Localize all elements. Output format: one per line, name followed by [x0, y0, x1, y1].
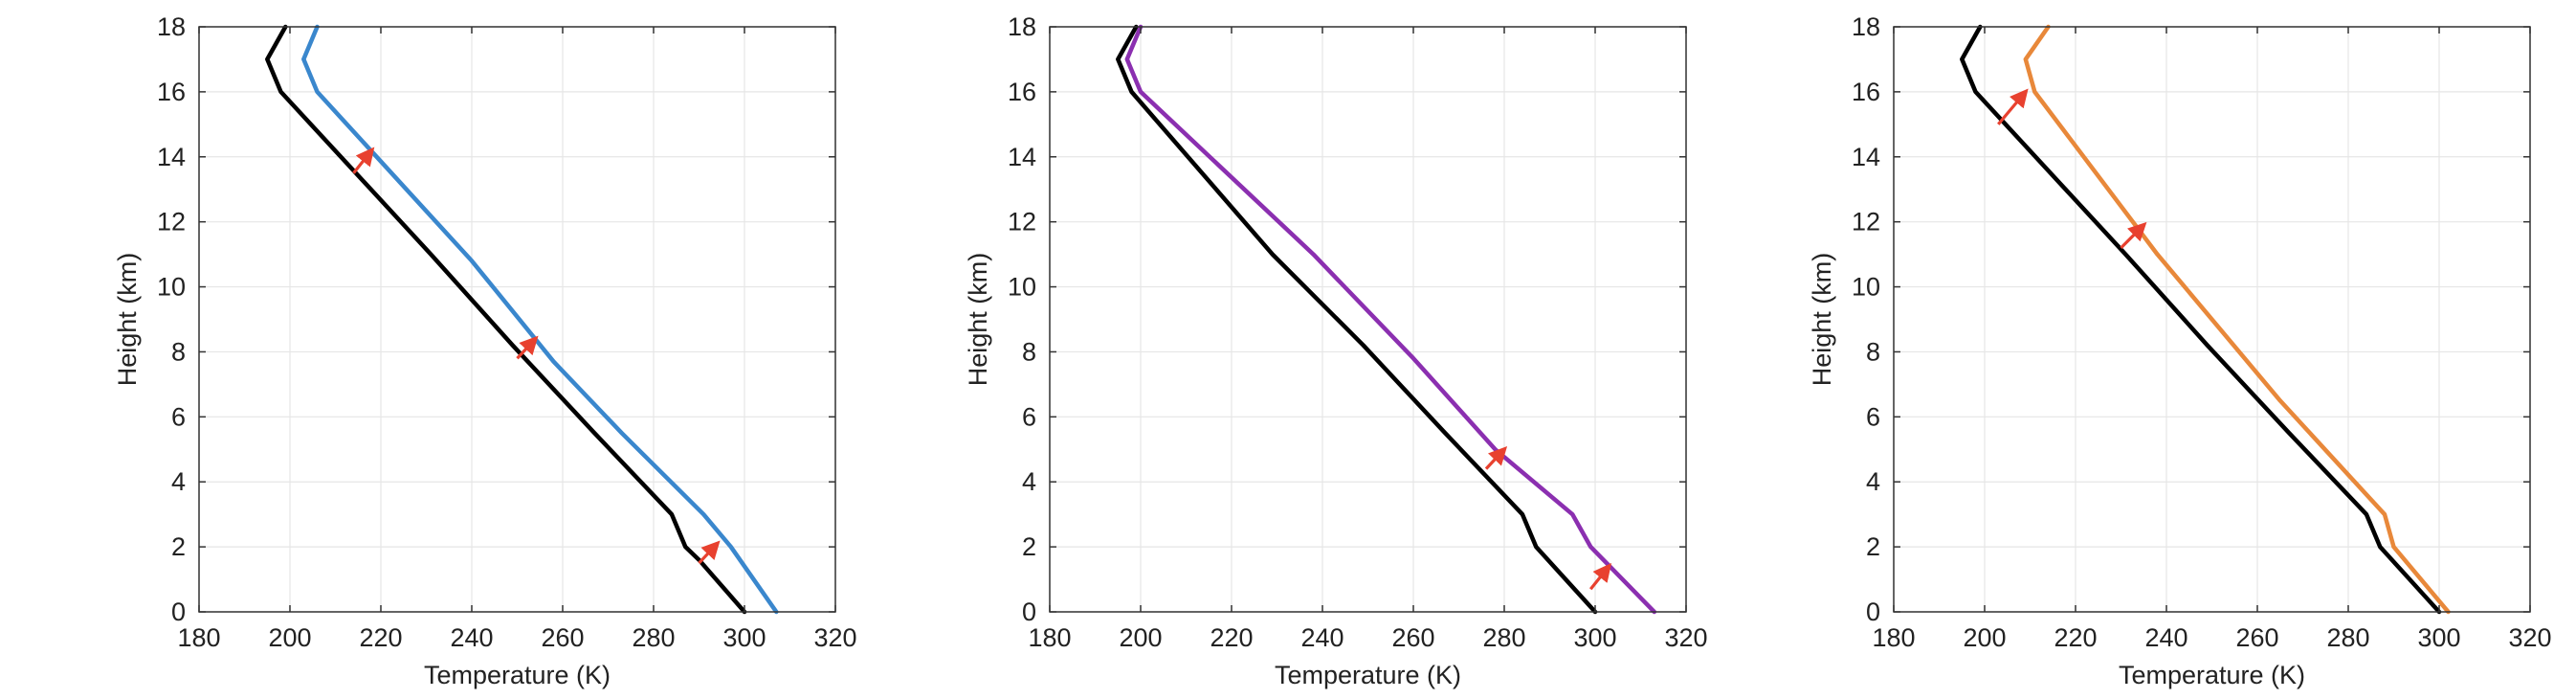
baseline-profile-line: [1116, 24, 1598, 615]
warming-arrow: [516, 335, 539, 360]
y-tick-label: 10: [157, 273, 186, 302]
y-tick-label: 14: [1852, 143, 1880, 171]
plot-area: [1050, 27, 1686, 612]
ticks: 180 200 220 240 260 280 300 320 0 2 4 6 8 10 12 14 16 18: [1852, 12, 2552, 652]
x-tick-label: 220: [1210, 623, 1253, 652]
warming-arrow: [1589, 562, 1612, 591]
y-tick-label: 4: [1022, 467, 1036, 496]
x-tick-label: 200: [1119, 623, 1162, 652]
warming-arrow: [352, 147, 375, 174]
arrow-group: [1997, 88, 2147, 249]
y-tick-label: 2: [1866, 532, 1880, 561]
y-tick-label: 12: [157, 208, 186, 237]
y-tick-label: 10: [1008, 273, 1036, 302]
y-tick-label: 2: [171, 532, 186, 561]
panel-2: 180 200 220 240 260 280 300 320024681012141618 …: [964, 12, 1708, 689]
y-tick-label: 10: [1852, 273, 1880, 302]
y-tick-label: 12: [1008, 208, 1036, 237]
ticks: 180 200 220 240 260 280 300 320 0 2 4 6 8 10 12 14 16 18: [1008, 12, 1708, 652]
y-tick-label: 6: [1866, 402, 1880, 431]
x-tick-label: 300: [1573, 623, 1616, 652]
y-tick-label: 6: [1022, 402, 1036, 431]
warming-arrow: [698, 540, 721, 565]
y-tick-label: 8: [1022, 337, 1036, 366]
y-tick-label: 14: [1008, 143, 1036, 171]
series-group: [265, 24, 779, 615]
y-axis-label: Height (km): [964, 253, 992, 387]
x-tick-label: 200: [1963, 623, 2006, 652]
warming-arrow: [2120, 221, 2147, 249]
y-tick-label: 16: [1852, 78, 1880, 106]
arrow-group: [352, 147, 721, 565]
x-tick-label: 320: [813, 623, 856, 652]
ticks: 180 200 220 240 260 280 300 320 0 2 4 6 8 10 12 14 16 18: [157, 12, 857, 652]
y-tick-label: 8: [1866, 337, 1880, 366]
x-tick-label: 180: [177, 623, 220, 652]
y-tick-label: 16: [1008, 78, 1036, 106]
x-tick-label: 280: [2326, 623, 2369, 652]
warming-arrow: [1484, 446, 1508, 470]
plot-frame: [198, 26, 836, 613]
y-axis-label: Height (km): [113, 253, 142, 387]
y-axis-label: Height (km): [1808, 253, 1836, 387]
y-tick-label: 16: [157, 78, 186, 106]
y-tick-label: 0: [1022, 598, 1036, 626]
baseline-profile-line: [265, 24, 747, 615]
x-axis-label: Temperature (K): [2119, 661, 2305, 689]
perturbed-profile-line: [301, 24, 779, 615]
y-tick-label: 18: [157, 12, 186, 41]
x-tick-label: 240: [1300, 623, 1344, 652]
x-tick-label: 200: [268, 623, 311, 652]
y-tick-label: 0: [1866, 598, 1880, 626]
x-tick-label: 240: [2144, 623, 2187, 652]
y-tick-label: 2: [1022, 532, 1036, 561]
x-tick-label: 180: [1872, 623, 1915, 652]
x-tick-label: 300: [722, 623, 766, 652]
plot-frame: [1893, 26, 2531, 613]
x-tick-label: 300: [2417, 623, 2460, 652]
y-tick-label: 14: [157, 143, 186, 171]
warming-arrow: [1997, 88, 2029, 125]
perturbed-profile-line: [2023, 24, 2451, 615]
panel-3: 180 200 220 240 260 280 300 320024681012141618 …: [1808, 12, 2552, 689]
x-tick-label: 260: [2235, 623, 2278, 652]
x-tick-label: 320: [2508, 623, 2551, 652]
arrow-group: [1484, 446, 1612, 591]
x-tick-label: 220: [359, 623, 402, 652]
series-group: [1116, 24, 1657, 615]
x-tick-label: 320: [1664, 623, 1707, 652]
y-tick-label: 4: [1866, 467, 1880, 496]
y-tick-label: 12: [1852, 208, 1880, 237]
x-tick-label: 280: [632, 623, 675, 652]
x-axis-label: Temperature (K): [424, 661, 611, 689]
y-tick-label: 18: [1008, 12, 1036, 41]
y-tick-label: 18: [1852, 12, 1880, 41]
panel-1: 180 200 220 240 260 280 300 320024681012141618 …: [113, 12, 857, 689]
x-tick-label: 180: [1028, 623, 1071, 652]
plot-frame: [1049, 26, 1687, 613]
perturbed-profile-line: [1124, 24, 1657, 615]
baseline-profile-line: [1960, 24, 2442, 615]
x-tick-label: 240: [450, 623, 493, 652]
x-tick-label: 260: [541, 623, 584, 652]
y-tick-label: 6: [171, 402, 186, 431]
x-tick-label: 260: [1391, 623, 1434, 652]
y-tick-label: 4: [171, 467, 186, 496]
series-group: [1960, 24, 2451, 615]
x-tick-label: 280: [1482, 623, 1525, 652]
y-tick-label: 8: [171, 337, 186, 366]
y-tick-label: 0: [171, 598, 186, 626]
x-axis-label: Temperature (K): [1275, 661, 1461, 689]
x-tick-label: 220: [2054, 623, 2097, 652]
